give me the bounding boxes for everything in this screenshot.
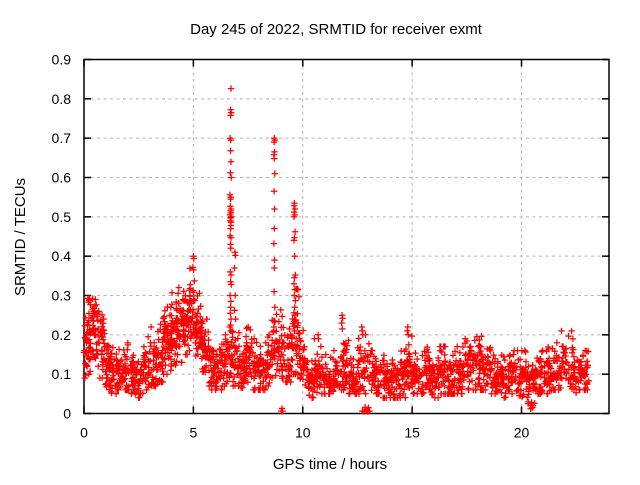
x-axis-label: GPS time / hours: [273, 456, 387, 473]
x-tick-label: 10: [295, 425, 311, 441]
tick-labels: 0 0.1 0.2 0.3 0.4 0.5 0.6 0.7 0.8 0.9 0 5 10 15 20: [52, 52, 530, 441]
y-tick-label: 0.4: [52, 248, 72, 264]
y-tick-label: 0.6: [52, 170, 72, 186]
x-tick-label: 5: [189, 425, 197, 441]
y-tick-label: 0: [63, 406, 71, 422]
y-tick-label: 0.7: [52, 130, 72, 146]
x-tick-label: 20: [514, 425, 530, 441]
scatter-markers: [80, 85, 592, 415]
y-tick-label: 0.3: [52, 288, 72, 304]
chart-title: Day 245 of 2022, SRMTID for receiver exm…: [190, 21, 483, 38]
y-tick-label: 0.9: [52, 52, 72, 68]
y-tick-label: 0.8: [52, 91, 72, 107]
y-tick-label: 0.5: [52, 209, 72, 225]
plot-border: [83, 58, 610, 415]
x-tick-label: 0: [80, 425, 88, 441]
axes: [83, 58, 610, 415]
data-points: [80, 85, 592, 415]
y-tick-label: 0.1: [52, 366, 72, 382]
x-tick-label: 15: [404, 425, 420, 441]
y-axis-label: SRMTID / TECUs: [12, 178, 29, 296]
y-tick-label: 0.2: [52, 327, 72, 343]
